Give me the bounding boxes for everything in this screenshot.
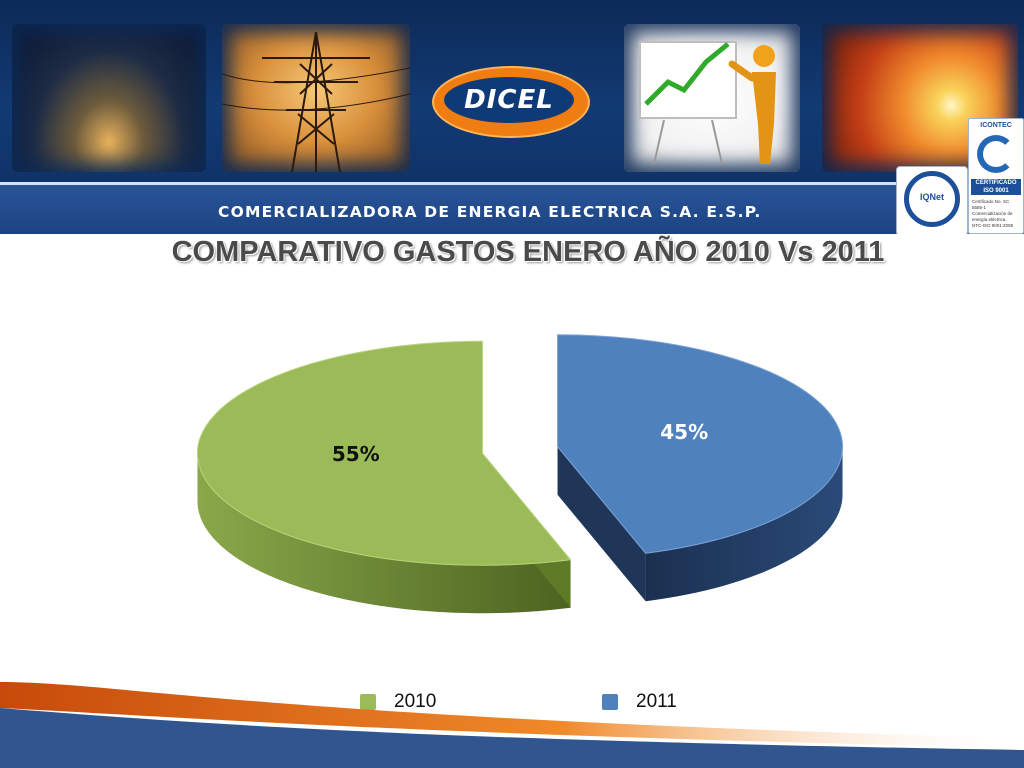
iqnet-certificate: IQNet — [896, 166, 968, 234]
legend-item-2011: 2011 — [602, 688, 677, 716]
slide-title: COMPARATIVO GASTOS ENERO AÑO 2010 Vs 201… — [171, 236, 885, 268]
pie-top-2011 — [557, 334, 844, 554]
pie-slice-2011: 45% — [557, 334, 844, 602]
growth-chart-presenter-photo — [624, 24, 800, 172]
dicel-logo: DICEL — [432, 66, 590, 138]
data-label-2010: 55% — [332, 442, 380, 466]
presenter-chart-icon — [639, 41, 776, 165]
pie-cut-face-2011 — [557, 446, 646, 602]
icontec-certificate: ICONTEC CERTIFICADO ISO 9001 Certificado… — [968, 118, 1024, 234]
company-name: COMERCIALIZADORA DE ENERGIA ELECTRICA S.… — [218, 203, 762, 221]
pie-top-2010 — [196, 340, 572, 566]
pie-side-2010 — [197, 453, 571, 614]
company-stripe — [0, 182, 900, 234]
legend-swatch-2011 — [602, 694, 618, 710]
icontec-lines: Certificado No. SC 6585-1 Comercializaci… — [972, 199, 1014, 228]
city-night-photo — [12, 24, 206, 172]
icontec-header: ICONTEC — [980, 122, 1012, 129]
icontec-badge: CERTIFICADO ISO 9001 — [971, 179, 1021, 195]
pie-side-2011 — [645, 446, 843, 602]
iqnet-seal-icon: IQNet — [904, 171, 960, 227]
legend-swatch-2010 — [360, 694, 376, 710]
legend-label-2011: 2011 — [636, 691, 677, 712]
icontec-mark-icon — [977, 135, 1015, 173]
power-tower-icon — [221, 31, 411, 173]
power-tower-photo — [221, 24, 411, 173]
data-label-2011: 45% — [660, 420, 708, 444]
footer-swoosh — [0, 682, 1024, 768]
logo-text: DICEL — [464, 85, 554, 115]
header-banner: DICEL COMERCIALIZADORA DE ENERGIA ELECTR… — [0, 0, 1024, 234]
legend-label-2010: 2010 — [394, 691, 437, 712]
pie-chart: 45% 55% — [196, 334, 844, 614]
legend-item-2010: 2010 — [360, 688, 436, 716]
pie-slice-2010: 55% — [196, 340, 572, 614]
iqnet-label: IQNet — [919, 192, 944, 202]
